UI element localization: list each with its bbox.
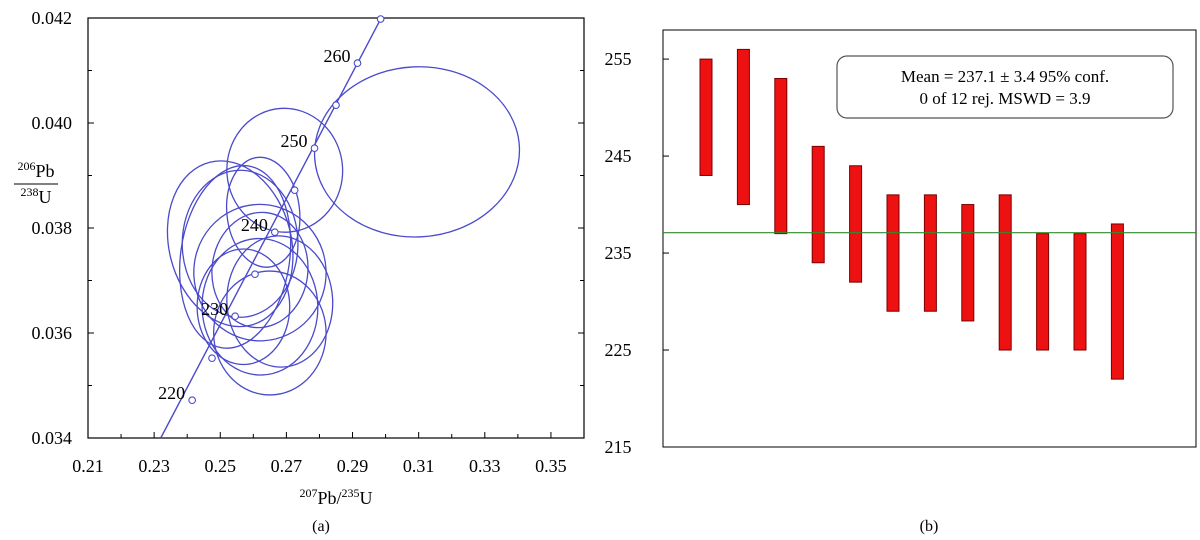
weighted-mean-plot-frame <box>662 29 1197 448</box>
y-tick-label-b: 245 <box>605 146 632 166</box>
age-marker <box>231 312 239 321</box>
age-marker <box>332 101 340 109</box>
y-tick-label-b: 235 <box>605 243 632 263</box>
age-marker <box>251 270 259 279</box>
error-ellipse <box>225 156 301 268</box>
error-ellipse <box>313 66 521 238</box>
y-label-denominator: 238U <box>21 185 52 207</box>
x-tick-label: 0.35 <box>535 456 567 476</box>
stats-box: Mean = 237.1 ± 3.4 95% conf. 0 of 12 rej… <box>836 55 1174 119</box>
x-label-main1: Pb/ <box>317 488 341 508</box>
x-tick-label: 0.27 <box>271 456 303 476</box>
error-ellipse <box>201 237 319 376</box>
concordia-panel: 220 230 240 250 260 0.21 0.23 0.25 0.27 0.29 0.31… <box>14 8 585 535</box>
x-tick-label: 0.29 <box>337 456 369 476</box>
panel-b-label: (b) <box>920 518 939 535</box>
weighted-mean-panel: 255 245 235 225 215 Mean = 237.1 ± 3.4 95% c… <box>605 29 1197 535</box>
x-tick-label: 0.31 <box>403 456 435 476</box>
age-error-bar <box>736 48 750 206</box>
age-label: 240 <box>241 215 268 235</box>
error-bars <box>699 48 1124 380</box>
y-axis-ticks-b: 255 245 235 225 215 <box>605 49 669 457</box>
age-marker <box>376 15 385 23</box>
x-axis-label: 207Pb/235U <box>299 486 372 508</box>
x-label-sup2: 235 <box>342 486 360 500</box>
x-tick-label: 0.33 <box>469 456 501 476</box>
x-label-main2: U <box>360 488 373 508</box>
y-tick-label: 0.040 <box>32 113 73 133</box>
age-marker <box>208 354 216 363</box>
x-label-sup1: 207 <box>299 486 317 500</box>
error-ellipse <box>181 169 299 318</box>
age-marker <box>270 228 279 237</box>
age-error-bar <box>923 194 937 312</box>
concordia-plot-frame <box>87 17 585 439</box>
error-ellipse <box>196 248 291 366</box>
y-tick-label: 0.038 <box>32 218 73 238</box>
age-error-bar <box>699 58 713 176</box>
age-error-bar <box>961 204 975 322</box>
x-tick-label: 0.25 <box>205 456 237 476</box>
stats-line-mean: Mean = 237.1 ± 3.4 95% conf. <box>901 67 1109 86</box>
concordia-curve <box>160 18 382 439</box>
panel-a-label: (a) <box>312 518 330 535</box>
age-marker <box>353 59 362 68</box>
age-error-bar <box>849 165 863 283</box>
x-axis-ticks: 0.21 0.23 0.25 0.27 0.29 0.31 0.33 0.35 <box>72 432 567 476</box>
y-tick-label: 0.036 <box>32 323 73 343</box>
y-label-num-sup: 206 <box>17 159 35 173</box>
age-error-bar <box>1073 233 1087 351</box>
error-ellipse <box>166 160 294 328</box>
x-tick-label: 0.23 <box>138 456 170 476</box>
age-label: 260 <box>323 46 350 66</box>
y-axis-label: 206Pb 238U <box>14 159 58 207</box>
age-error-bar <box>1110 223 1124 380</box>
error-ellipse <box>213 270 327 396</box>
x-tick-label: 0.21 <box>72 456 104 476</box>
age-label: 250 <box>281 131 308 151</box>
age-marker <box>290 186 299 195</box>
age-label: 220 <box>158 383 185 403</box>
age-marker <box>310 144 319 153</box>
error-ellipse <box>226 107 344 233</box>
error-ellipse <box>178 164 292 349</box>
y-tick-label: 0.034 <box>32 428 73 448</box>
stats-line-mswd: 0 of 12 rej. MSWD = 3.9 <box>919 89 1090 108</box>
age-marker <box>188 396 197 405</box>
y-tick-label: 0.042 <box>32 8 73 28</box>
error-ellipse <box>226 235 334 368</box>
concordia-plot-area: 220 230 240 250 260 <box>158 15 521 439</box>
age-label: 230 <box>201 299 228 319</box>
y-tick-label-b: 215 <box>605 437 632 457</box>
y-axis-ticks: 0.034 0.036 0.038 0.040 0.042 <box>32 8 584 448</box>
age-error-bar <box>1036 233 1050 351</box>
y-label-den-main: U <box>39 187 52 207</box>
y-label-den-sup: 238 <box>21 185 39 199</box>
y-tick-label-b: 255 <box>605 49 632 69</box>
y-tick-label-b: 225 <box>605 340 632 360</box>
y-label-numerator: 206Pb <box>17 159 54 181</box>
stats-box-frame <box>836 55 1174 119</box>
age-error-bar <box>774 77 788 235</box>
age-error-bar <box>811 145 825 264</box>
age-error-bar <box>886 194 900 312</box>
age-error-bar <box>998 194 1012 351</box>
y-label-num-main: Pb <box>35 161 54 181</box>
